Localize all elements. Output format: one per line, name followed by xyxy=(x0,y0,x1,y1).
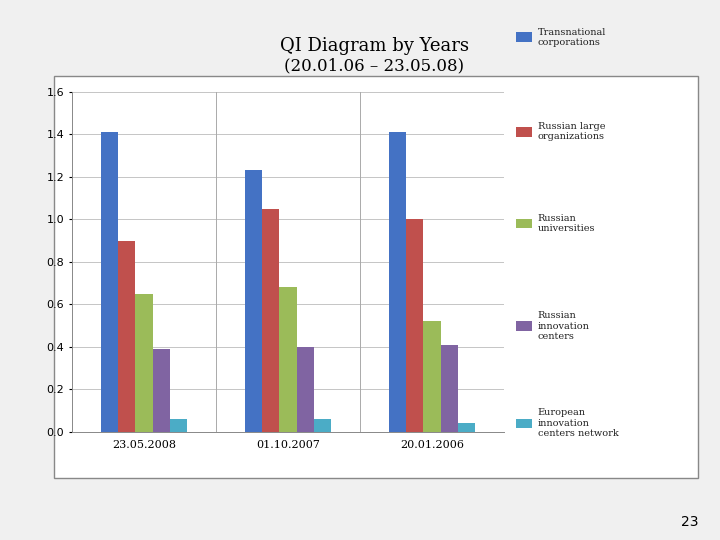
Text: Russian
universities: Russian universities xyxy=(538,214,595,233)
Text: QI Diagram by Years: QI Diagram by Years xyxy=(280,37,469,55)
Bar xyxy=(314,419,331,432)
Bar xyxy=(118,241,135,432)
Text: (20.01.06 – 23.05.08): (20.01.06 – 23.05.08) xyxy=(284,57,464,75)
Bar xyxy=(389,132,406,432)
Bar xyxy=(297,347,314,432)
Bar xyxy=(406,219,423,432)
Text: Transnational
corporations: Transnational corporations xyxy=(538,28,606,47)
Bar xyxy=(245,171,262,432)
Bar xyxy=(279,287,297,432)
Bar xyxy=(262,209,279,432)
Bar xyxy=(441,345,458,432)
Bar xyxy=(170,419,187,432)
Bar xyxy=(135,294,153,432)
Text: European
innovation
centers network: European innovation centers network xyxy=(538,408,618,438)
Text: Russian
innovation
centers: Russian innovation centers xyxy=(538,311,590,341)
Bar xyxy=(101,132,118,432)
Text: 23: 23 xyxy=(681,515,698,529)
Bar xyxy=(423,321,441,432)
Bar xyxy=(153,349,170,432)
Text: Russian large
organizations: Russian large organizations xyxy=(538,122,606,141)
Bar xyxy=(458,423,475,432)
